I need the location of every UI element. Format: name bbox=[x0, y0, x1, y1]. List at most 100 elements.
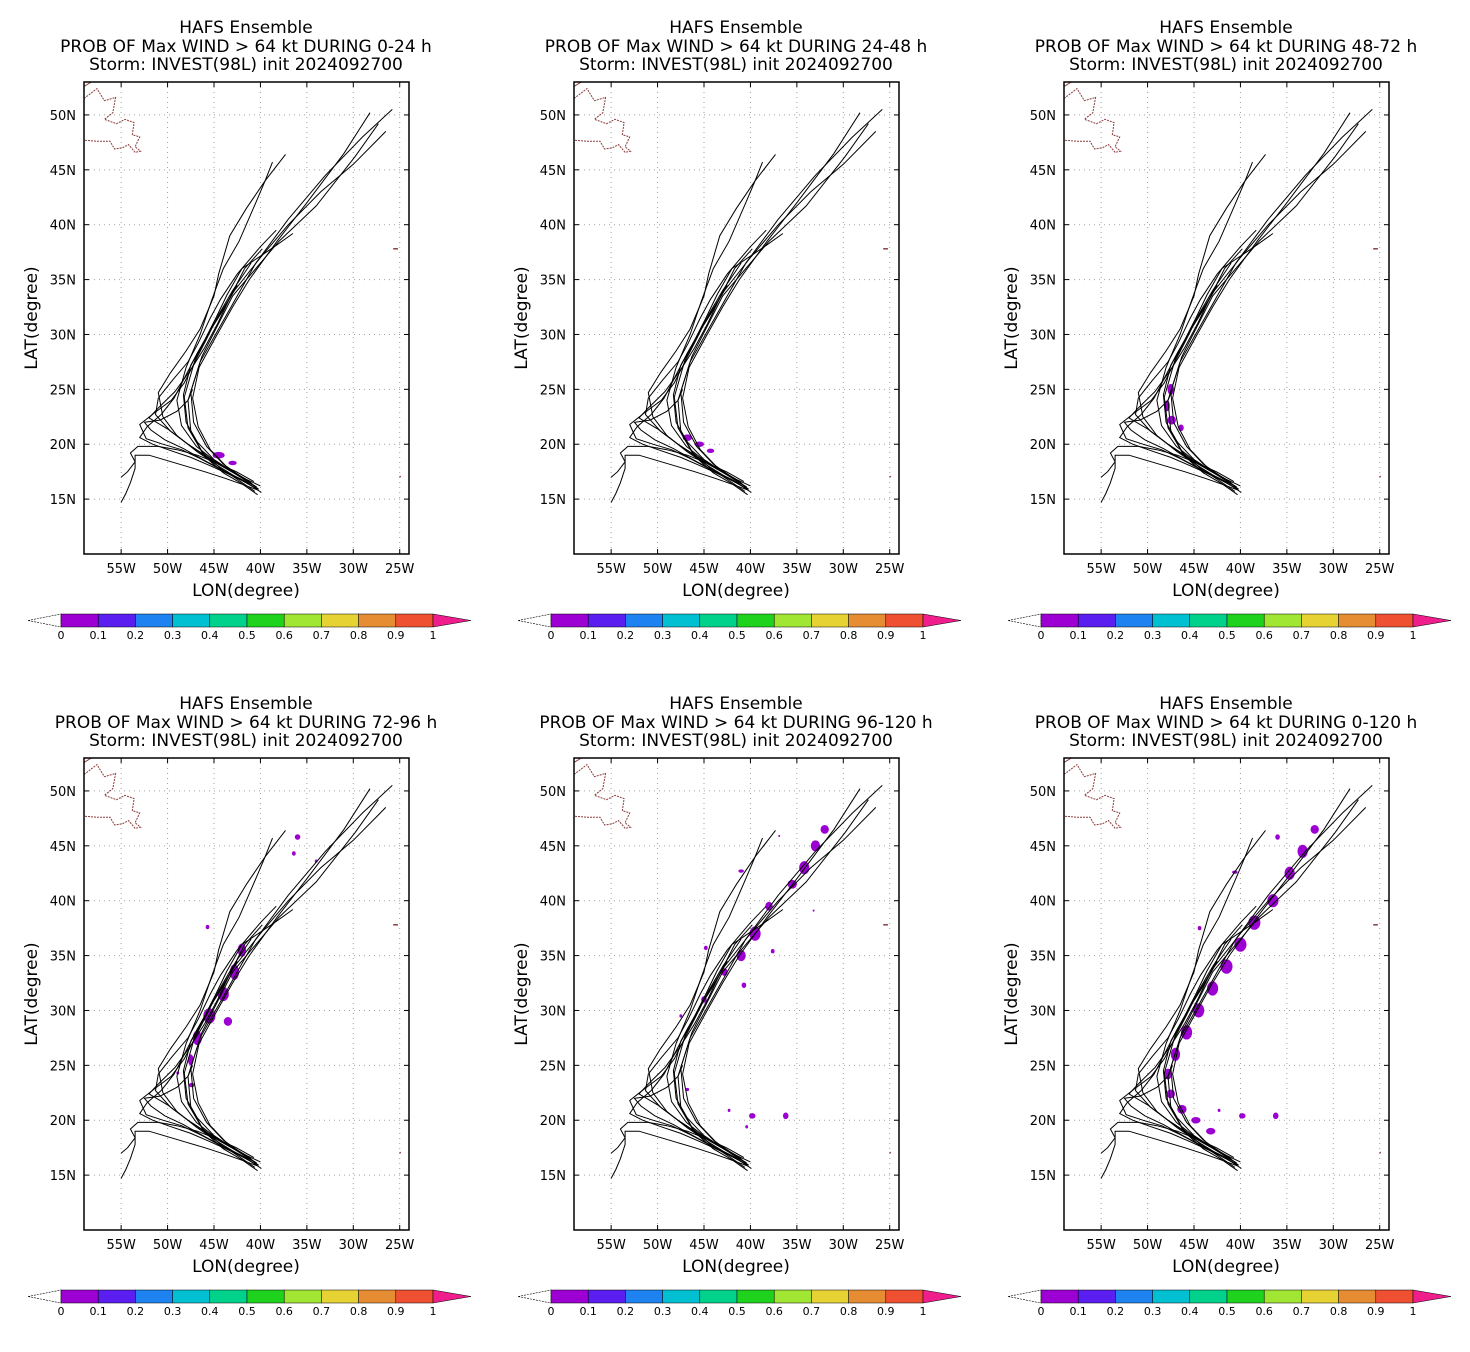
y-axis-label: LAT(degree) bbox=[1002, 942, 1022, 1045]
colorbar-swatch bbox=[321, 1289, 359, 1304]
y-tick-label: 50N bbox=[540, 109, 566, 124]
colorbar-swatch bbox=[395, 1289, 434, 1304]
island-cape-verde bbox=[1379, 475, 1382, 478]
probability-patch bbox=[782, 1112, 789, 1120]
colorbar-label: 1 bbox=[920, 629, 927, 642]
colorbar-swatch bbox=[1263, 613, 1302, 628]
coastline-newfoundland bbox=[574, 87, 632, 153]
colorbar-over-triangle bbox=[922, 613, 962, 628]
plot-area bbox=[574, 758, 899, 1230]
colorbar-label: 0.7 bbox=[803, 1305, 821, 1318]
probability-patch bbox=[1167, 415, 1176, 425]
probability-patch bbox=[736, 950, 746, 962]
colorbar-label: 0.8 bbox=[840, 629, 858, 642]
ensemble-track bbox=[120, 1121, 255, 1159]
ensemble-track bbox=[1137, 154, 1266, 489]
ensemble-track bbox=[183, 131, 387, 492]
coastline-newfoundland bbox=[574, 763, 632, 829]
colorbar-label: 0.9 bbox=[1367, 629, 1385, 642]
colorbar-label: 0.2 bbox=[1107, 1305, 1125, 1318]
colorbar-label: 0.4 bbox=[201, 629, 219, 642]
panel-title-line2: PROB OF Max WIND > 64 kt DURING 0-120 h bbox=[1035, 713, 1417, 733]
y-tick-label: 30N bbox=[1030, 328, 1056, 343]
colorbar-under-triangle bbox=[1007, 1289, 1042, 1304]
colorbar-under-triangle bbox=[517, 1289, 552, 1304]
y-tick-label: 40N bbox=[50, 895, 76, 910]
y-tick-label: 25N bbox=[1030, 1059, 1056, 1074]
x-tick-label: 30W bbox=[829, 1238, 859, 1253]
y-axis-label: LAT(degree) bbox=[1002, 266, 1022, 369]
probability-patch bbox=[741, 982, 747, 988]
colorbar-over-triangle bbox=[1412, 613, 1452, 628]
y-tick-label: 35N bbox=[1030, 950, 1056, 965]
colorbar-under-triangle bbox=[1007, 613, 1042, 628]
y-tick-label: 20N bbox=[540, 1114, 566, 1129]
colorbar-swatch bbox=[550, 613, 589, 628]
plot-frame bbox=[573, 81, 900, 555]
x-tick-label: 25W bbox=[1365, 1238, 1395, 1253]
x-tick-label: 45W bbox=[1179, 562, 1209, 577]
colorbar-label: 0.7 bbox=[1293, 629, 1311, 642]
ensemble-track bbox=[610, 445, 745, 483]
y-tick-label: 40N bbox=[1030, 895, 1056, 910]
colorbar-swatch bbox=[662, 1289, 701, 1304]
colorbar-swatch bbox=[1301, 613, 1339, 628]
colorbar-label: 0.6 bbox=[1255, 1305, 1273, 1318]
x-tick-label: 25W bbox=[1365, 562, 1395, 577]
x-tick-label: 25W bbox=[385, 562, 415, 577]
coastline-newfoundland bbox=[84, 763, 142, 829]
colorbar-label: 0.1 bbox=[1069, 629, 1087, 642]
probability-patch bbox=[738, 869, 744, 873]
y-tick-label: 45N bbox=[1030, 164, 1056, 179]
x-tick-label: 25W bbox=[875, 1238, 905, 1253]
colorbar-label: 0.3 bbox=[654, 1305, 672, 1318]
probability-patch bbox=[1206, 1127, 1216, 1135]
y-tick-label: 15N bbox=[540, 1169, 566, 1184]
island-cape-verde bbox=[399, 1151, 402, 1154]
colorbar-swatch bbox=[885, 613, 924, 628]
ensemble-track bbox=[1134, 229, 1257, 485]
probability-patch bbox=[1267, 894, 1279, 908]
colorbar-label: 0.1 bbox=[89, 1305, 107, 1318]
ensemble-track bbox=[673, 131, 877, 492]
colorbar: 0 0.1 0.2 0.3 0.4 0.5 0.6 0.7 0.8 0.9 1 bbox=[27, 613, 472, 642]
colorbar-swatch bbox=[736, 613, 775, 628]
panel-title-line2: PROB OF Max WIND > 64 kt DURING 72-96 h bbox=[55, 713, 437, 733]
x-tick-label: 30W bbox=[339, 562, 369, 577]
colorbar-under-triangle bbox=[27, 613, 62, 628]
ensemble-track bbox=[666, 161, 763, 486]
ensemble-track bbox=[1100, 1130, 1239, 1179]
probability-patch bbox=[1193, 1003, 1205, 1018]
colorbar-label: 0.4 bbox=[691, 1305, 709, 1318]
colorbar-label: 0.3 bbox=[1144, 1305, 1162, 1318]
ensemble-track bbox=[176, 837, 273, 1162]
x-axis-label: LON(degree) bbox=[682, 581, 790, 601]
colorbar: 0 0.1 0.2 0.3 0.4 0.5 0.6 0.7 0.8 0.9 1 bbox=[517, 1289, 962, 1318]
ensemble-track bbox=[120, 445, 255, 483]
y-tick-label: 20N bbox=[1030, 1114, 1056, 1129]
y-tick-label: 35N bbox=[1030, 274, 1056, 289]
probability-patch bbox=[1297, 844, 1308, 858]
x-tick-label: 55W bbox=[1086, 562, 1116, 577]
colorbar-label: 0.1 bbox=[579, 629, 597, 642]
x-tick-label: 50W bbox=[643, 1238, 673, 1253]
colorbar-swatch bbox=[1375, 1289, 1414, 1304]
x-tick-label: 45W bbox=[199, 562, 229, 577]
colorbar-swatch bbox=[811, 613, 849, 628]
colorbar-swatch bbox=[97, 1289, 136, 1304]
colorbar-swatch bbox=[885, 1289, 924, 1304]
probability-patch bbox=[292, 851, 296, 856]
probability-patch bbox=[765, 901, 773, 911]
probability-patch bbox=[188, 1082, 195, 1088]
colorbar-swatch bbox=[209, 613, 248, 628]
probability-patch bbox=[1272, 1112, 1279, 1120]
x-tick-label: 35W bbox=[1272, 1238, 1302, 1253]
colorbar: 0 0.1 0.2 0.3 0.4 0.5 0.6 0.7 0.8 0.9 1 bbox=[27, 1289, 472, 1318]
y-tick-label: 35N bbox=[50, 274, 76, 289]
colorbar-swatch bbox=[358, 613, 397, 628]
ensemble-track bbox=[1123, 389, 1238, 490]
probability-patch bbox=[685, 1087, 690, 1092]
probability-patch bbox=[1220, 959, 1233, 974]
